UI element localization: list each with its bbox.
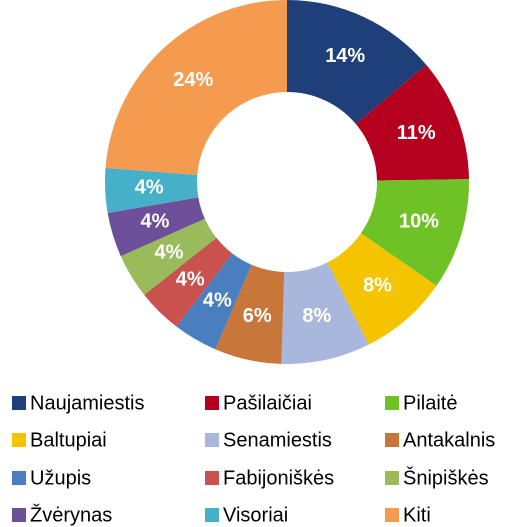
donut-slice (281, 262, 369, 364)
legend-label: Šnipiškės (403, 466, 489, 489)
donut-slice (176, 253, 252, 350)
legend-label: Užupis (30, 467, 91, 489)
legend-label: Senamiestis (223, 429, 332, 451)
legend-swatch (205, 433, 219, 447)
legend-swatch (385, 471, 399, 485)
data-label: 4% (141, 210, 170, 232)
legend-label: Kiti (403, 504, 431, 526)
data-label: 8% (363, 274, 392, 296)
legend-label: Žvėrynas (30, 503, 112, 526)
legend-swatch (12, 471, 26, 485)
data-label: 4% (154, 242, 183, 264)
legend-swatch (12, 396, 26, 410)
donut-slice (105, 0, 288, 176)
legend-label: Baltupiai (30, 429, 107, 451)
donut-slice (120, 218, 217, 295)
donut-slice (355, 64, 469, 181)
donut-slice (107, 197, 205, 257)
legend-swatch (12, 433, 26, 447)
data-label: 10% (399, 210, 439, 232)
data-label: 8% (302, 305, 331, 327)
legend-swatch (385, 433, 399, 447)
donut-slice (105, 167, 199, 213)
data-label: 4% (135, 177, 164, 199)
data-label: 14% (325, 45, 365, 67)
donut-slice (144, 237, 233, 327)
donut-slice (327, 233, 437, 345)
legend-swatch (205, 396, 219, 410)
donut-slice (215, 264, 285, 364)
legend-swatch (12, 508, 26, 522)
legend-swatch (385, 508, 399, 522)
data-label: 4% (176, 269, 205, 291)
legend-label: Antakalnis (403, 429, 495, 451)
legend-label: Naujamiestis (30, 392, 144, 414)
legend-label: Pašilaičiai (223, 392, 312, 414)
legend-swatch (205, 471, 219, 485)
legend-label: Visoriai (223, 504, 288, 526)
data-label: 6% (243, 305, 272, 327)
legend-swatch (205, 508, 219, 522)
donut-slice (360, 179, 469, 286)
legend-label: Pilaitė (403, 392, 457, 414)
legend-label: Fabijoniškės (223, 467, 334, 489)
data-label: 11% (397, 122, 436, 144)
data-label: 4% (203, 289, 232, 311)
legend-swatch (385, 396, 399, 410)
donut-slice (287, 0, 427, 125)
data-label: 24% (173, 69, 213, 91)
